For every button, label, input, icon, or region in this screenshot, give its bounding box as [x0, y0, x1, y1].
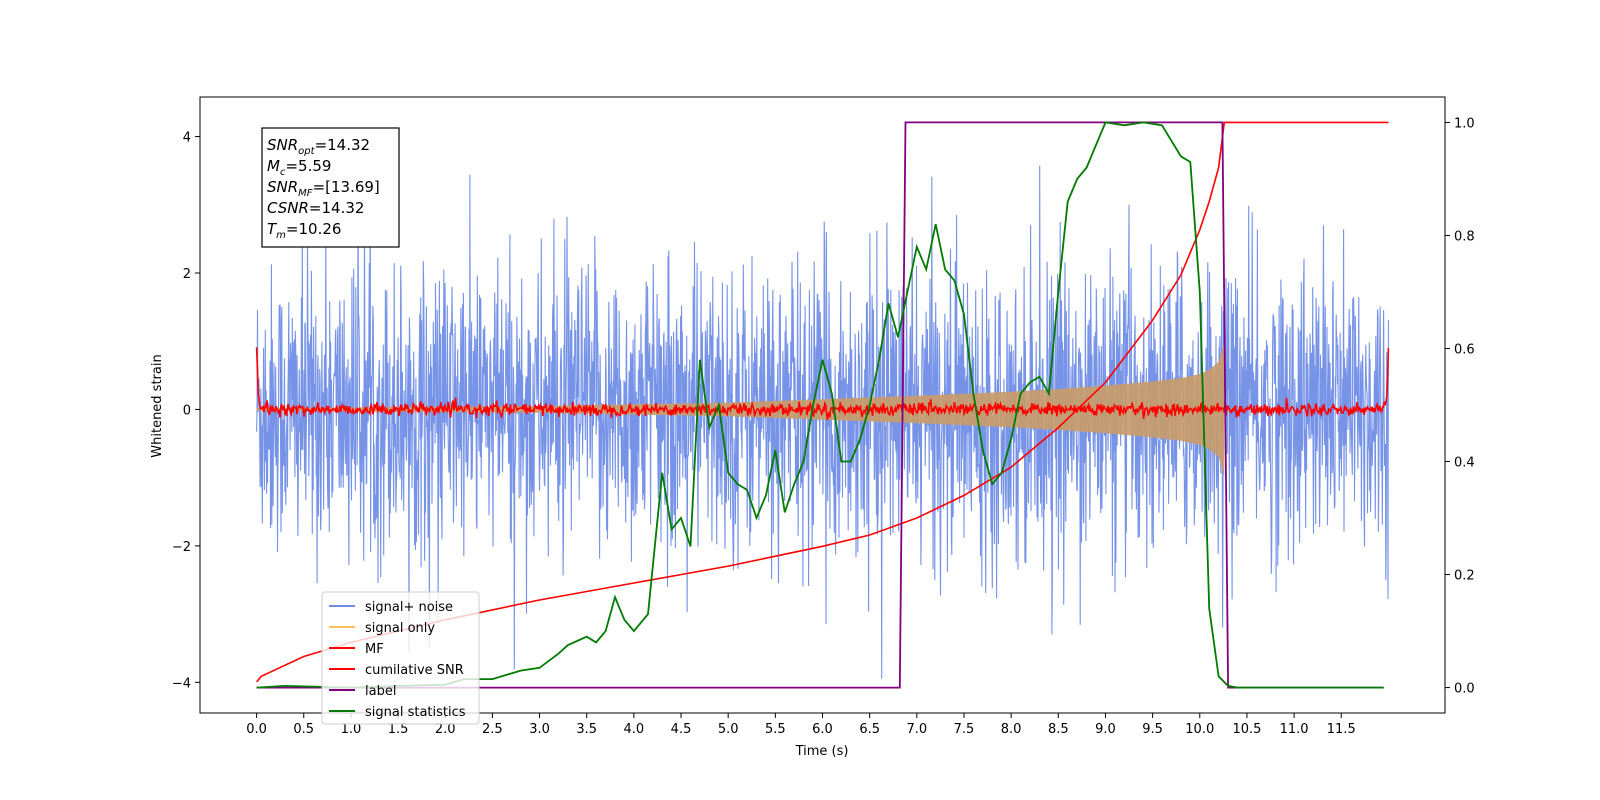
x-tick-label: 9.0	[1095, 722, 1116, 737]
annotation-subscript: MF	[298, 188, 313, 199]
annotation-subscript: opt	[298, 146, 315, 157]
y-tick-label: −2	[172, 540, 191, 555]
y-axis-left: −4 −2 0 2 4	[172, 131, 200, 691]
x-tick-label: 6.0	[812, 722, 833, 737]
annotation-line: SNRMF=[13.69]	[267, 178, 380, 199]
x-tick-label: 0.0	[246, 722, 267, 737]
annotation-subscript: c	[280, 167, 286, 178]
legend-item-label: signal statistics	[365, 705, 466, 720]
legend-item-label: MF	[365, 642, 384, 657]
series-signal-statistics	[256, 121, 1384, 689]
series-mf	[255, 347, 1390, 421]
y2-tick-label: 0.2	[1454, 569, 1475, 584]
y-tick-label: −4	[172, 676, 191, 691]
x-tick-label: 2.5	[482, 722, 503, 737]
x-tick-label: 4.5	[671, 722, 692, 737]
y2-tick-label: 0.6	[1454, 342, 1475, 357]
x-tick-label: 5.0	[718, 722, 739, 737]
annotation-line: SNRopt=14.32	[267, 136, 370, 157]
annotation-line: Mc=5.59	[267, 157, 331, 178]
y2-tick-label: 0.8	[1454, 229, 1475, 244]
legend-item-label: signal+ noise	[365, 600, 453, 615]
x-axis-label: Time (s)	[795, 744, 849, 759]
annotation-symbol: T	[267, 220, 278, 238]
x-tick-label: 7.0	[906, 722, 927, 737]
y2-tick-label: 1.0	[1454, 116, 1475, 131]
x-tick-label: 6.5	[859, 722, 880, 737]
x-tick-label: 3.5	[576, 722, 597, 737]
series-signal-only	[256, 342, 1225, 477]
x-tick-label: 11.5	[1327, 722, 1356, 737]
annotation-line: CSNR=14.32	[267, 199, 364, 217]
annotation-line: Tm=10.26	[267, 220, 341, 241]
annotation-frame	[261, 127, 400, 248]
annotation-value: =14.32	[309, 199, 365, 217]
y-tick-label: 0	[183, 403, 191, 418]
y-axis-label: Whitened strain	[150, 354, 165, 457]
legend-item-label: cumilative SNR	[365, 663, 464, 678]
x-tick-label: 11.0	[1280, 722, 1309, 737]
annotation-symbol: SNR	[267, 178, 298, 196]
x-tick-label: 10.0	[1185, 722, 1214, 737]
annotation-box: SNRopt=14.32Mc=5.59SNRMF=[13.69]CSNR=14.…	[261, 127, 400, 248]
x-tick-label: 0.5	[293, 722, 314, 737]
y-tick-label: 4	[183, 131, 191, 146]
y2-tick-label: 0.4	[1454, 456, 1475, 471]
x-axis: 0.0 0.5 1.0 1.5 2.0 2.5 3.0 3.5 4.0 4.5 5.0 5.5 6.0 6…	[246, 713, 1356, 737]
legend-frame	[321, 591, 480, 725]
x-tick-label: 9.5	[1142, 722, 1163, 737]
x-tick-label: 8.0	[1001, 722, 1022, 737]
annotation-value: =5.59	[285, 157, 331, 175]
x-tick-label: 2.0	[435, 722, 456, 737]
legend: signal+ noise signal only MF cumilative SNR…	[321, 591, 480, 725]
annotation-subscript: m	[276, 230, 286, 241]
y-axis-right: 0.0 0.2 0.4 0.6 0.8 1.0	[1445, 116, 1475, 697]
annotation-symbol: SNR	[267, 136, 298, 154]
x-tick-label: 1.0	[341, 722, 362, 737]
x-tick-label: 5.5	[765, 722, 786, 737]
y2-tick-label: 0.0	[1454, 682, 1475, 697]
legend-item-label: signal only	[365, 621, 435, 636]
x-tick-label: 1.5	[388, 722, 409, 737]
annotation-value: =[13.69]	[313, 178, 380, 196]
annotation-symbol: CSNR	[267, 199, 309, 217]
y-tick-label: 2	[183, 267, 191, 282]
x-tick-label: 4.0	[624, 722, 645, 737]
annotation-symbol: M	[267, 157, 280, 175]
x-tick-label: 8.5	[1048, 722, 1069, 737]
x-tick-label: 7.5	[954, 722, 975, 737]
annotation-value: =10.26	[286, 220, 342, 238]
legend-item-label: label	[365, 684, 396, 699]
x-tick-label: 10.5	[1232, 722, 1261, 737]
annotation-value: =14.32	[315, 136, 371, 154]
x-tick-label: 3.0	[529, 722, 550, 737]
